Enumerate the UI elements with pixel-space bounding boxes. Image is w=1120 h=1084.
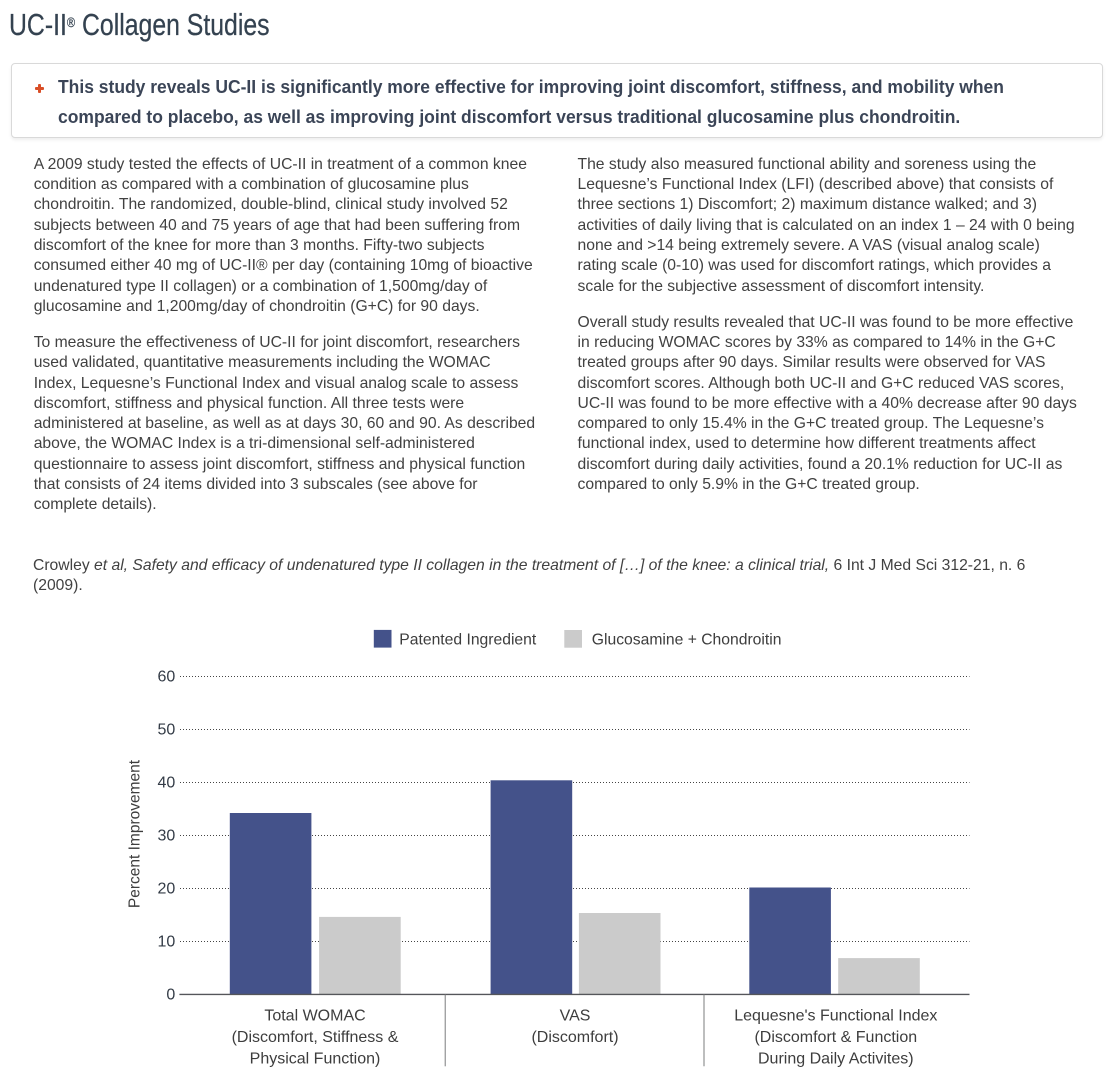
svg-text:VAS: VAS (560, 1008, 591, 1025)
svg-text:30: 30 (158, 828, 176, 845)
svg-text:(Discomfort, Stiffness &: (Discomfort, Stiffness & (232, 1029, 399, 1046)
svg-text:Percent Improvement: Percent Improvement (127, 759, 144, 908)
svg-text:0: 0 (166, 987, 175, 1004)
svg-text:Total WOMAC: Total WOMAC (264, 1008, 365, 1025)
svg-text:20: 20 (158, 881, 176, 898)
svg-text:Physical Function): Physical Function) (250, 1050, 381, 1067)
svg-text:During Daily Activites): During Daily Activites) (758, 1050, 914, 1067)
svg-text:Lequesne's Functional Index: Lequesne's Functional Index (734, 1008, 937, 1025)
svg-text:50: 50 (158, 722, 176, 739)
svg-text:(Discomfort & Function: (Discomfort & Function (754, 1029, 917, 1046)
svg-text:Patented Ingredient: Patented Ingredient (399, 632, 537, 649)
svg-text:60: 60 (158, 669, 176, 686)
svg-text:(Discomfort): (Discomfort) (531, 1029, 618, 1046)
svg-text:Glucosamine + Chondroitin: Glucosamine + Chondroitin (592, 632, 782, 649)
svg-text:40: 40 (158, 775, 176, 792)
svg-text:10: 10 (158, 934, 176, 951)
